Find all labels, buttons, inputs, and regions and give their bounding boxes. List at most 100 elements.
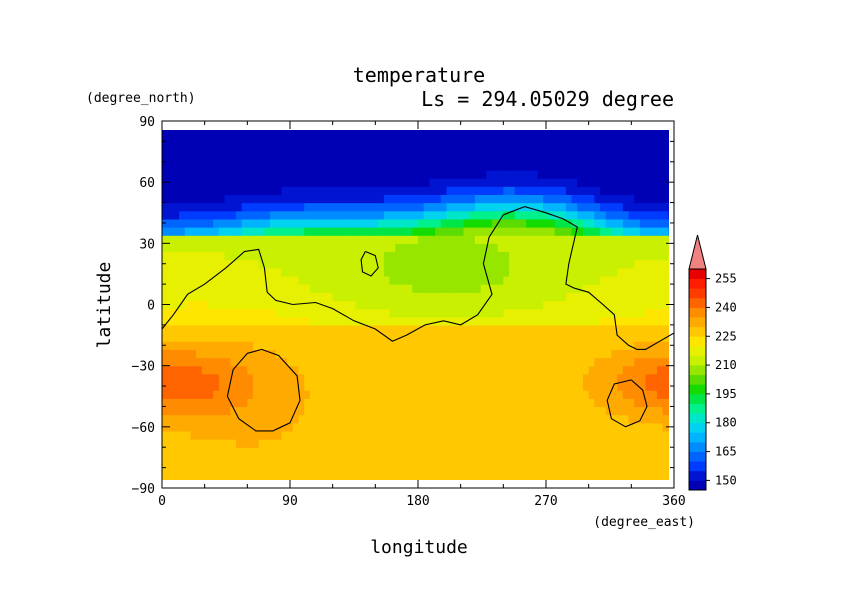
field-cell (196, 243, 203, 253)
field-cell (361, 161, 368, 171)
field-cell (196, 161, 203, 171)
field-cell (543, 357, 550, 367)
field-cell (281, 210, 288, 220)
field-cell (173, 267, 180, 277)
field-cell (304, 333, 311, 342)
field-cell (361, 430, 368, 440)
field-cell (281, 178, 288, 187)
field-cell (514, 130, 521, 138)
field-cell (355, 153, 362, 163)
field-cell (662, 447, 669, 456)
field-cell (349, 447, 357, 456)
field-cell (480, 316, 487, 326)
field-cell (372, 202, 379, 212)
field-cell (276, 121, 282, 130)
field-cell (668, 471, 669, 480)
field-cell (201, 292, 209, 302)
field-cell (230, 479, 237, 480)
field-cell (440, 194, 448, 204)
field-cell (338, 455, 345, 465)
field-cell (634, 218, 641, 228)
field-cell (662, 341, 669, 350)
field-cell (435, 194, 442, 204)
field-cell (514, 227, 521, 236)
field-cell (366, 349, 374, 359)
field-cell (435, 186, 442, 195)
field-cell (560, 251, 567, 261)
field-cell (338, 463, 345, 473)
field-cell (292, 267, 300, 277)
field-cell (372, 130, 379, 138)
field-cell (480, 471, 487, 480)
field-cell (582, 186, 590, 195)
field-cell (526, 447, 533, 456)
field-cell (452, 373, 459, 383)
field-cell (457, 284, 465, 293)
field-cell (167, 137, 174, 147)
field-cell (588, 406, 595, 416)
field-cell (548, 341, 556, 350)
colorbar-band (689, 480, 706, 491)
field-cell (287, 178, 294, 187)
field-cell (656, 349, 664, 359)
field-cell (247, 341, 254, 350)
field-cell (412, 251, 419, 261)
field-cell (400, 267, 408, 277)
contour-lines (161, 206, 675, 432)
field-cell (235, 308, 243, 318)
field-cell (452, 284, 459, 293)
field-cell (537, 398, 544, 408)
field-cell (224, 186, 231, 195)
field-cell (435, 202, 442, 212)
field-cell (270, 357, 277, 367)
field-cell (241, 145, 248, 155)
field-cell (275, 202, 283, 212)
colorbar-band (689, 393, 706, 404)
field-cell (537, 316, 544, 326)
field-cell (258, 251, 265, 261)
field-cell (167, 316, 174, 326)
field-cell (509, 463, 516, 473)
field-cell (179, 267, 186, 277)
field-cell (543, 169, 550, 179)
field-cell (628, 300, 635, 310)
field-cell (361, 373, 368, 383)
field-cell (611, 406, 618, 416)
x-tick-labels: 0 90 180 270 360 (158, 494, 686, 509)
field-cell (566, 121, 572, 130)
field-cell (668, 373, 669, 383)
field-cell (634, 210, 641, 220)
field-cell (207, 479, 214, 480)
field-cell (190, 259, 197, 269)
field-cell (287, 161, 294, 171)
field-cell (349, 479, 357, 480)
field-cell (452, 194, 459, 204)
field-cell (326, 324, 334, 334)
field-cell (253, 479, 260, 480)
field-cell (611, 357, 618, 367)
field-cell (514, 284, 521, 293)
field-cell (395, 341, 402, 350)
field-cell (406, 161, 413, 171)
field-cell (503, 341, 510, 350)
field-cell (622, 218, 630, 228)
field-cell (503, 210, 510, 220)
field-cell (372, 341, 379, 350)
field-cell (162, 267, 169, 277)
field-cell (190, 463, 197, 473)
field-cell (446, 292, 453, 302)
field-cell (486, 308, 493, 318)
field-cell (167, 406, 174, 416)
field-cell (531, 381, 539, 391)
field-cell (491, 406, 499, 416)
field-cell (520, 145, 527, 155)
field-cell (514, 316, 521, 326)
field-cell (167, 471, 174, 480)
field-cell (429, 439, 436, 448)
field-cell (224, 275, 231, 285)
field-cell (400, 275, 408, 285)
field-cell (520, 349, 527, 359)
field-cell (201, 414, 209, 424)
field-cell (162, 284, 169, 293)
field-cell (355, 227, 362, 236)
